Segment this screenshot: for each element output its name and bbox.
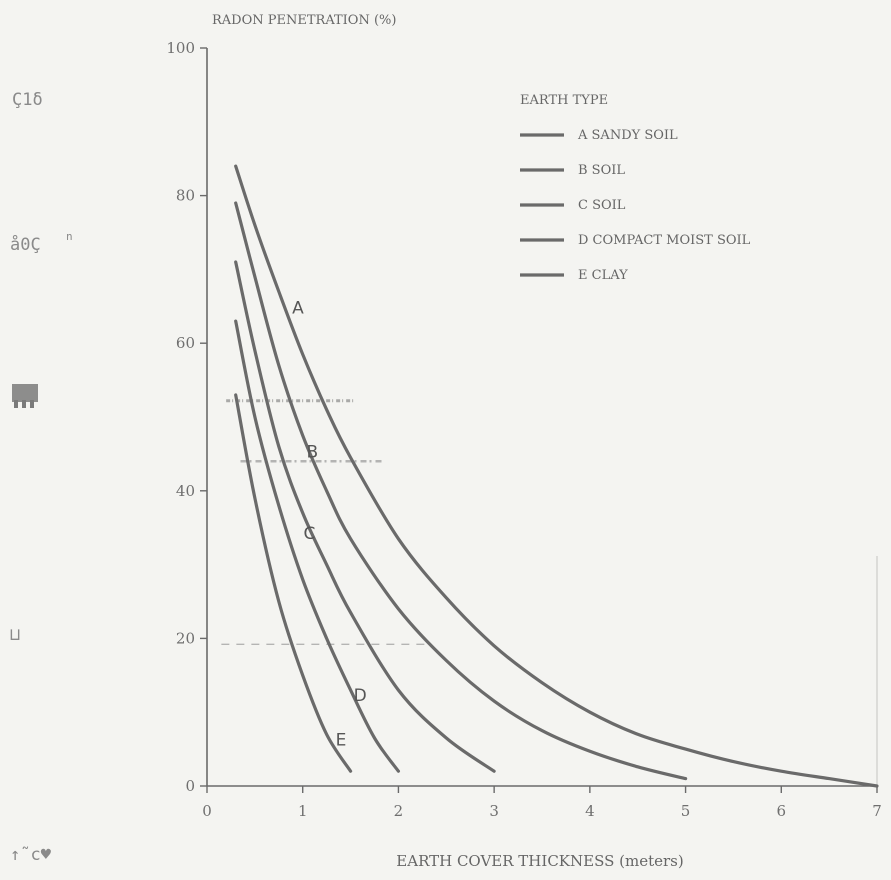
series [234,164,879,788]
margin-mark-3: ⊔ [10,625,20,645]
margin-marks: Ç1δ å0Ç n ⊔ ↑˜c♥ [10,90,73,865]
x-tick-label-3: 3 [489,802,499,820]
series-line-e [234,393,353,773]
legend-title: EARTH TYPE [520,93,608,108]
x-tick-label-7: 7 [872,802,882,820]
y-axis-title: RADON PENETRATION (%) [212,13,396,28]
margin-mark-2-superscript: n [66,230,73,243]
y-tick-label-1: 20 [176,629,195,647]
legend: EARTH TYPE A SANDY SOIL B SOIL C SOIL D COMP… [520,93,751,283]
x-axis-title: EARTH COVER THICKNESS (meters) [396,852,683,870]
x-tick-label-4: 4 [585,802,595,820]
legend-entry-3: D COMPACT MOIST SOIL [578,233,751,248]
x-tick-label-0: 0 [202,802,212,820]
series-line-b [234,201,688,781]
legend-entry-1: B SOIL [578,163,625,178]
legend-entry-4: E CLAY [578,268,628,283]
ticks: 0 20 40 60 80 100 0 1 2 3 4 5 6 7 [166,39,881,820]
curve-label-b: B [306,443,318,463]
series-line-d [234,319,400,773]
axes [206,48,878,787]
curve-labels: A B C D E [292,299,367,751]
y-tick-label-2: 40 [176,482,195,500]
series-line-c [234,260,496,773]
y-tick-label-0: 0 [185,777,195,795]
y-tick-label-5: 100 [166,39,195,57]
legend-entry-2: C SOIL [578,198,626,213]
margin-mark-2: å0Ç [10,234,41,255]
curve-label-d: D [354,686,367,706]
legend-entry-0: A SANDY SOIL [577,128,678,143]
series-line-a [234,164,879,788]
y-tick-label-4: 80 [176,187,195,205]
margin-smudge [12,384,38,408]
curve-label-a: A [292,299,304,319]
curve-label-e: E [336,730,347,750]
x-tick-label-1: 1 [298,802,308,820]
x-tick-label-5: 5 [681,802,691,820]
curve-label-c: C [303,524,315,544]
x-tick-label-2: 2 [394,802,404,820]
margin-mark-4: ↑˜c♥ [10,845,52,865]
y-tick-label-3: 60 [176,334,195,352]
scan-artifacts [221,399,428,645]
margin-mark-1: Ç1δ [12,90,43,110]
x-tick-label-6: 6 [777,802,787,820]
